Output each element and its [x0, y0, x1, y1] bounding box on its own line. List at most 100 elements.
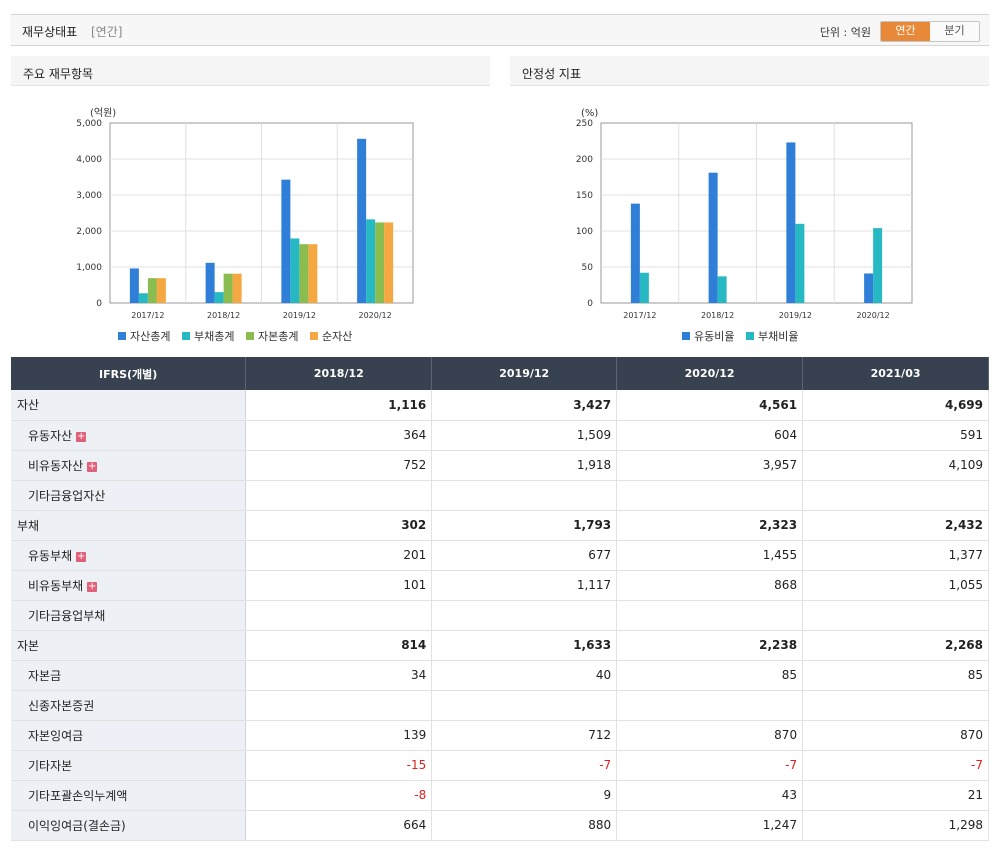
x-tick-label: 2018/12 — [207, 311, 240, 320]
legend-label: 자본총계 — [258, 330, 298, 343]
table-row: 기타포괄손익누계액 -8 9 43 21 — [11, 780, 989, 811]
row-label-cell: 비유동자산 + — [11, 450, 247, 481]
value-cell — [802, 690, 989, 721]
bar — [357, 138, 367, 303]
x-tick-label: 2020/12 — [359, 311, 392, 320]
value-cell: 677 — [431, 540, 618, 571]
value-cell: 604 — [616, 420, 804, 451]
balance-sheet-table: IFRS(개별) 2018/12 2019/12 2020/12 2021/03 자산 1… — [11, 357, 989, 841]
value-cell: 3,957 — [616, 450, 804, 481]
financial-items-chart: 0 1,000 2,000 3,000 4,000 5,000(억원) 2017/12 201… — [76, 107, 414, 343]
row-label-cell: 유동자산 + — [11, 420, 247, 451]
table-row: 신종자본증권 — [11, 690, 989, 721]
value-cell: 1,117 — [431, 570, 618, 601]
table-row: 기타금융업부채 — [11, 600, 989, 631]
row-label: 자산 — [17, 398, 40, 413]
value-cell — [245, 480, 433, 511]
row-label: 유동자산 — [28, 428, 73, 443]
row-label-cell: 자본 — [11, 630, 247, 661]
row-label: 이익잉여금(결손금) — [28, 818, 126, 833]
bar — [873, 228, 883, 303]
y-tick-label: 150 — [576, 191, 593, 201]
row-label: 비유동자산 — [28, 458, 84, 473]
value-cell: 139 — [245, 720, 433, 751]
value-cell: -7 — [431, 750, 618, 781]
value-cell: 1,298 — [802, 810, 989, 841]
expand-plus-icon[interactable]: + — [76, 550, 87, 562]
legend-label: 부채비율 — [758, 330, 798, 343]
value-cell: 3,427 — [431, 390, 618, 421]
value-cell: 814 — [245, 630, 433, 661]
value-cell: 664 — [245, 810, 433, 841]
expand-plus-icon[interactable]: + — [87, 460, 98, 472]
row-label: 유동부채 — [28, 548, 73, 563]
value-cell: 1,633 — [431, 630, 618, 661]
bar — [205, 262, 215, 303]
value-cell: 201 — [245, 540, 433, 571]
legend-label: 유동비율 — [694, 330, 734, 343]
row-label-cell: 비유동부채 + — [11, 570, 247, 601]
value-cell: 870 — [616, 720, 804, 751]
row-label: 비유동부채 — [28, 578, 84, 593]
row-label: 기타금융업자산 — [28, 488, 106, 503]
bar — [147, 278, 157, 303]
bar — [717, 276, 727, 303]
x-tick-label: 2017/12 — [131, 311, 164, 320]
unit-label: 단위 : 억원 — [819, 26, 871, 39]
row-label-cell: 이익잉여금(결손금) — [11, 810, 247, 841]
x-tick-label: 2019/12 — [283, 311, 316, 320]
value-cell: -7 — [802, 750, 989, 781]
bar — [223, 273, 233, 303]
table-row: 유동자산 +364 1,509 604 591 — [11, 420, 989, 451]
value-cell: 2,238 — [616, 630, 804, 661]
y-tick-label: 5,000 — [76, 119, 102, 129]
legend-label: 순자산 — [322, 330, 352, 343]
value-cell: 85 — [616, 660, 804, 691]
row-label: 기타포괄손익누계액 — [28, 788, 128, 803]
value-cell — [245, 690, 433, 721]
expand-plus-icon[interactable]: + — [87, 580, 98, 592]
table-row: 자본잉여금 139 712 870 870 — [11, 720, 989, 751]
value-cell: 43 — [616, 780, 804, 811]
row-label-cell: 신종자본증권 — [11, 690, 247, 721]
row-label: 기타자본 — [28, 758, 73, 773]
table-row: 기타금융업자산 — [11, 480, 989, 511]
row-label: 신종자본증권 — [28, 698, 95, 713]
bar — [308, 244, 318, 303]
stability-chart: 0 50 100 150 200 250(%) 2017/12 2018/12 2019/12 2… — [576, 108, 913, 343]
y-tick-label: 0 — [96, 299, 102, 309]
value-cell: 2,268 — [802, 630, 989, 661]
tab-quarter[interactable]: 분기 — [930, 22, 979, 41]
value-cell: 880 — [431, 810, 618, 841]
value-cell: 4,109 — [802, 450, 989, 481]
value-cell — [802, 480, 989, 511]
period-toggle: 연간 분기 — [880, 21, 980, 42]
expand-plus-icon[interactable]: + — [76, 430, 87, 442]
value-cell: 1,918 — [431, 450, 618, 481]
header-ifrs: IFRS(개별) — [11, 357, 247, 390]
tab-annual[interactable]: 연간 — [881, 22, 930, 41]
value-cell: 34 — [245, 660, 433, 691]
bar — [156, 278, 166, 303]
value-cell: 1,247 — [616, 810, 804, 841]
y-tick-label: 100 — [576, 227, 593, 237]
bar — [795, 223, 805, 303]
legend-swatch — [682, 332, 690, 340]
y-tick-label: 3,000 — [76, 191, 102, 201]
row-label-cell: 기타금융업부채 — [11, 600, 247, 631]
row-label-cell: 유동부채 + — [11, 540, 247, 571]
value-cell: -8 — [245, 780, 433, 811]
y-tick-label: 1,000 — [76, 263, 102, 273]
legend-label: 자산총계 — [130, 330, 170, 343]
bar — [864, 273, 874, 303]
legend-swatch — [118, 332, 126, 340]
value-cell: 40 — [431, 660, 618, 691]
value-cell: 302 — [245, 510, 433, 541]
left-panel-title: 주요 재무항목 — [11, 56, 490, 86]
y-tick-label: 50 — [582, 263, 594, 273]
row-label: 자본잉여금 — [28, 728, 84, 743]
value-cell — [431, 600, 618, 631]
table-row: 기타자본 -15 -7 -7 -7 — [11, 750, 989, 781]
table-row: 유동부채 +201 677 1,455 1,377 — [11, 540, 989, 571]
value-cell: 712 — [431, 720, 618, 751]
